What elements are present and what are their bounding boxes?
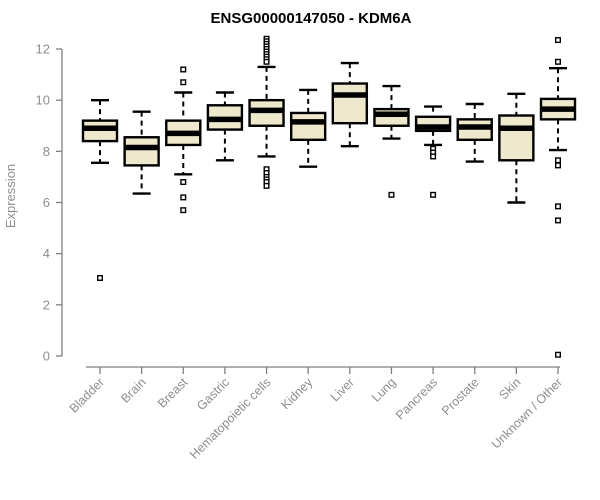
x-category-label-pancreas: Pancreas — [393, 375, 440, 422]
outlier-point-unknown-other — [555, 157, 562, 164]
x-category-label-skin: Skin — [496, 375, 523, 402]
outlier-point-breast — [180, 66, 187, 73]
x-category-label-prostate: Prostate — [439, 375, 482, 418]
outlier-point-unknown-other — [555, 217, 562, 224]
x-category-label-hematopoietic-cells: Hematopoietic cells — [187, 375, 274, 462]
y-tick-label: 10 — [36, 93, 50, 108]
x-category-label-kidney: Kidney — [278, 375, 315, 412]
y-tick-label: 0 — [43, 349, 50, 364]
outlier-point-breast — [180, 79, 187, 86]
outlier-point-unknown-other — [555, 37, 562, 44]
outlier-point-breast — [180, 179, 187, 186]
x-category-label-lung: Lung — [369, 375, 399, 405]
outlier-point-pancreas — [430, 191, 437, 198]
x-category-label-liver: Liver — [328, 375, 357, 404]
y-tick-label: 12 — [36, 42, 50, 57]
x-category-label-breast: Breast — [155, 375, 191, 411]
box-skin — [498, 114, 535, 162]
chart-title: ENSG00000147050 - KDM6A — [211, 10, 412, 27]
outlier-point-breast — [180, 194, 187, 201]
outlier-point-hematopoietic-cells — [263, 182, 270, 189]
y-tick-label: 2 — [43, 297, 50, 312]
outlier-point-bladder — [96, 274, 103, 281]
x-category-label-unknown-other: Unknown / Other — [489, 375, 565, 451]
y-tick-label: 4 — [43, 246, 50, 261]
outlier-point-unknown-other — [555, 351, 562, 358]
y-axis-title: Expression — [3, 164, 18, 228]
y-tick-label: 6 — [43, 195, 50, 210]
outlier-point-pancreas — [430, 153, 437, 160]
outlier-point-hematopoietic-cells — [263, 58, 270, 65]
outlier-point-lung — [388, 191, 395, 198]
box-kidney — [289, 111, 327, 142]
box-liver — [331, 82, 369, 125]
x-category-label-brain: Brain — [118, 375, 149, 406]
y-tick-label: 8 — [43, 144, 50, 159]
outlier-point-unknown-other — [555, 162, 562, 169]
outlier-point-unknown-other — [555, 58, 562, 65]
plot-area: 0 2 4 6 8 10 12 Bladder Brain Breast GastricHemato… — [36, 35, 577, 462]
outlier-point-unknown-other — [555, 203, 562, 210]
x-category-label-gastric: Gastric — [194, 375, 232, 413]
x-category-label-bladder: Bladder — [67, 375, 107, 415]
outlier-point-breast — [180, 207, 187, 214]
box-brain — [123, 136, 160, 167]
